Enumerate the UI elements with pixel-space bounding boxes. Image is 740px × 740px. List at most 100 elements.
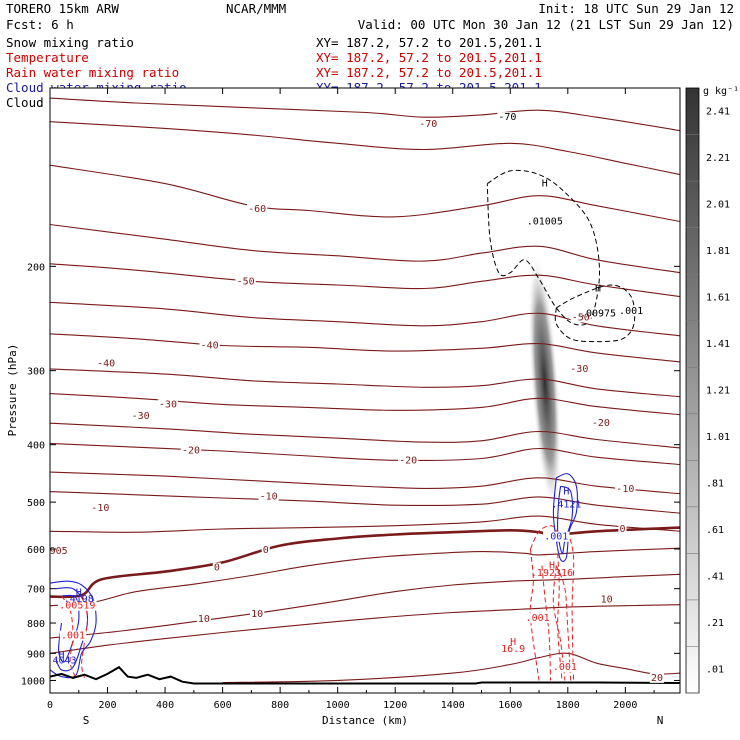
- temperature-label: 10: [601, 594, 613, 605]
- temperature-contour: [50, 604, 680, 654]
- colorbar-label: 1.41: [706, 339, 730, 350]
- rain-contour: [567, 531, 575, 681]
- temperature-label-bg: [130, 411, 151, 422]
- temperature-contour: [50, 515, 680, 533]
- temperature-label: -60: [248, 204, 266, 215]
- rain-label-bg: [58, 600, 97, 611]
- north-label: N: [657, 714, 664, 727]
- temperature-label-bg: [199, 340, 220, 351]
- cloud-water-max-value: .4043: [46, 655, 76, 666]
- x-tick-label: 0: [47, 700, 53, 711]
- cloud-ice-label: -70: [498, 112, 516, 123]
- temperature-label-bg: [649, 672, 665, 683]
- temperature-label-bg: [157, 399, 179, 410]
- temperature-contour: [50, 263, 680, 298]
- terrain-profile: [50, 665, 680, 685]
- snow-shading-region: [528, 253, 562, 512]
- temperature-label: -20: [592, 418, 610, 429]
- x-tick-label: 600: [214, 700, 232, 711]
- cloud-water-contour: [50, 580, 97, 679]
- temperature-label: -40: [201, 340, 219, 351]
- x-tick-label: 1800: [556, 700, 580, 711]
- colorbar: g kg⁻¹ .01 .21 .41 .61 .81 1.01 1.21 1.41 1.61 1.…: [685, 86, 739, 694]
- x-tick-label: 200: [99, 700, 117, 711]
- temperature-contour: [50, 223, 680, 274]
- cloud-water-label: .001: [544, 532, 568, 543]
- temperature-contour: [50, 368, 680, 398]
- temperature-label: -20: [182, 445, 200, 456]
- temperature-label: -30: [159, 399, 177, 410]
- field-name: Temperature: [6, 50, 89, 65]
- colorbar-label: .41: [706, 572, 724, 583]
- temperature-label: -10: [91, 503, 109, 514]
- cloud-ice-label-bg: [497, 112, 518, 123]
- rain-contour: [529, 548, 540, 681]
- x-tick-label: 1000: [326, 700, 350, 711]
- temperature-label-bg: [618, 523, 627, 534]
- field-xy-range: XY= 187.2, 57.2 to 201.5,201.1: [316, 35, 542, 50]
- colorbar-label: .01: [706, 665, 724, 676]
- cloud-ice-max-h: H: [595, 284, 601, 295]
- temperature-label-bg: [50, 546, 69, 557]
- rain-label: .001: [61, 631, 85, 642]
- colorbar-label: .81: [706, 479, 724, 490]
- temperature-label: 0: [214, 563, 220, 574]
- valid-time: Valid: 00 UTC Mon 30 Jan 12 (21 LST Sun …: [358, 17, 734, 32]
- temperature-label: -50: [237, 276, 255, 287]
- temperature-contour: [222, 652, 680, 684]
- org-label: NCAR/MMM: [226, 1, 286, 16]
- temperature-label-bg: [570, 312, 591, 323]
- rain-label-bg: [59, 630, 87, 641]
- y-tick-label: 200: [27, 262, 45, 273]
- temperature-label-bg: [95, 358, 117, 369]
- rain-label: .001: [526, 613, 550, 624]
- temperature-contour: [50, 442, 680, 466]
- rain-contour: [81, 595, 88, 679]
- temperature-label-bg: [180, 445, 202, 456]
- plot-frame: [49, 87, 681, 694]
- model-title: TORERO 15km ARW: [6, 1, 119, 16]
- temperature-label: 20: [651, 673, 663, 684]
- temperature-label-bg: [258, 491, 279, 502]
- colorbar-label: 2.41: [706, 106, 730, 117]
- snow-shading: [528, 253, 562, 512]
- temperature-contour: [50, 121, 680, 176]
- temperature-label-bg: [615, 483, 636, 494]
- y-tick-label: 800: [27, 619, 45, 630]
- temperature-contour: [50, 393, 680, 416]
- temperature-label: -10: [260, 491, 278, 502]
- y-tick-label: 1000: [21, 676, 45, 687]
- colorbar-label: 1.61: [706, 292, 730, 303]
- temperature-contour: [50, 164, 680, 223]
- temperature-label-bg: [261, 544, 270, 555]
- rain-label: .001: [553, 662, 577, 673]
- rain-max-h: H: [510, 637, 516, 648]
- x-tick-label: 1600: [498, 700, 522, 711]
- temperature-label: -70: [419, 119, 437, 130]
- cloud-ice-contour: [554, 284, 636, 343]
- x-tick-label: 2000: [613, 700, 637, 711]
- x-axis-label: Distance (km): [322, 714, 408, 727]
- temperature-label-bg: [599, 594, 614, 605]
- y-tick-label: 500: [27, 498, 45, 509]
- temperature-label-bg: [212, 562, 221, 573]
- plot-background: [50, 88, 680, 693]
- field-xy-range: XY= 187.2, 57.2 to 201.5,201.1: [316, 50, 542, 65]
- colorbar-label: 1.01: [706, 432, 730, 443]
- temperature-label-bg: [418, 118, 439, 129]
- contour-labels: -70 -60 -50 -40 -30 -20 -10 0 10 20 -40 -30 -20 -30 -5…: [46, 112, 665, 684]
- rain-contour: [555, 565, 572, 681]
- cloud-ice-max-h: H: [542, 179, 548, 190]
- init-time: Init: 18 UTC Sun 29 Jan 12: [538, 1, 734, 16]
- temperature-label: -20: [399, 455, 417, 466]
- temperature-contour: [50, 547, 680, 607]
- temperature-label: 10: [251, 609, 263, 620]
- colorbar-label: 2.21: [706, 153, 730, 164]
- x-axis: 0 200 400 600 800 1000 1200 1400 1600 1800 2000: [47, 88, 655, 711]
- cloud-water-max-h: H: [76, 587, 82, 598]
- y-tick-label: 900: [27, 649, 45, 660]
- y-tick-label: 600: [27, 545, 45, 556]
- cloud-water-max-h: H: [58, 650, 64, 661]
- rain-max-value: .192316: [531, 568, 573, 579]
- cloud-ice-contour: [486, 169, 601, 326]
